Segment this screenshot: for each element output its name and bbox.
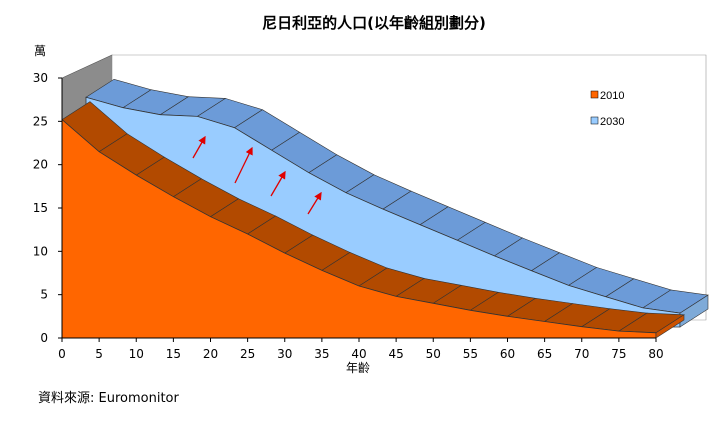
source-note: 資料來源: Euromonitor: [38, 391, 179, 406]
legend: 2010 2030: [590, 90, 624, 128]
legend-label-2030: 2030: [600, 116, 624, 128]
growth-arrows: [192, 135, 322, 215]
x-tick-label: 50: [426, 347, 441, 361]
y-tick-label: 10: [33, 244, 48, 258]
series-2010: [61, 101, 685, 339]
legend-swatch-2030: [590, 116, 599, 125]
x-tick-label: 30: [277, 347, 292, 361]
y-tick-label: 25: [33, 114, 48, 128]
legend-swatch-2010: [590, 90, 599, 99]
y-tick-label: 0: [40, 331, 48, 345]
y-tick-label: 15: [33, 201, 48, 215]
x-axis-label: 年齡: [346, 361, 370, 375]
y-axis-ticks: 0 5 10 15 20 25 30: [33, 71, 62, 345]
x-tick-label: 70: [574, 347, 589, 361]
growth-arrow-4: [307, 191, 322, 215]
x-tick-label: 5: [95, 347, 103, 361]
x-tick-label: 10: [129, 347, 144, 361]
x-tick-label: 0: [58, 347, 66, 361]
series-2010-area: [61, 118, 657, 339]
x-tick-label: 60: [500, 347, 515, 361]
y-tick-label: 5: [40, 288, 48, 302]
growth-arrow-1: [192, 135, 206, 159]
y-tick-label: 30: [33, 71, 48, 85]
growth-arrow-3: [270, 170, 286, 197]
growth-arrow-2: [234, 146, 253, 184]
series-2010-end-face: [655, 314, 685, 339]
x-tick-label: 20: [203, 347, 218, 361]
x-tick-label: 75: [611, 347, 626, 361]
y-axis-unit-label: 萬: [34, 44, 46, 58]
legend-label-2010: 2010: [600, 90, 624, 102]
x-tick-label: 45: [388, 347, 403, 361]
chart-title: 尼日利亞的人口(以年齡組別劃分): [262, 14, 486, 32]
y-tick-label: 20: [33, 158, 48, 172]
x-tick-label: 65: [537, 347, 552, 361]
x-tick-label: 35: [314, 347, 329, 361]
x-tick-label: 25: [240, 347, 255, 361]
x-tick-label: 55: [463, 347, 478, 361]
x-tick-label: 15: [166, 347, 181, 361]
x-axis-ticks: 0 5 10 15 20 25 30 35 40 45 50 55 60 65 70 75 80: [58, 338, 664, 361]
x-tick-label: 80: [648, 347, 663, 361]
x-tick-label: 40: [351, 347, 366, 361]
